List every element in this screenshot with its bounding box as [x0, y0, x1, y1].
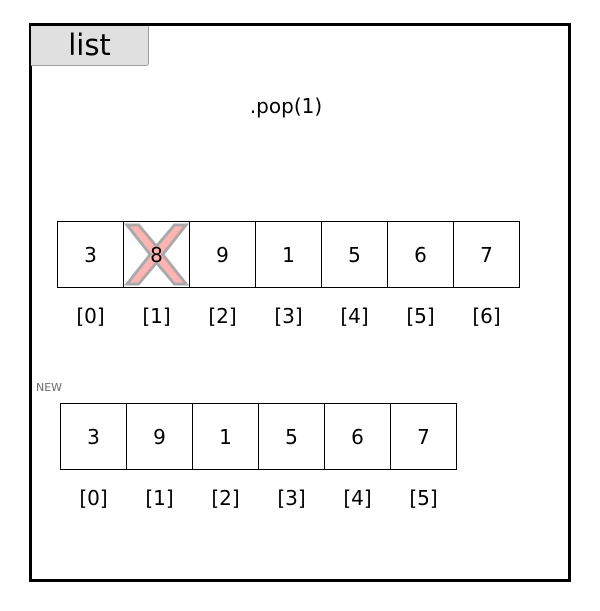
list-cell: 6	[387, 221, 454, 288]
index-label: [6]	[472, 304, 501, 328]
index-label: [5]	[409, 486, 438, 510]
list-cell: 7	[453, 221, 520, 288]
index-label: [5]	[406, 304, 435, 328]
tab-list: list	[31, 26, 149, 66]
operation-label: .pop(1)	[249, 94, 323, 118]
list-cell: 6	[324, 403, 391, 470]
index-label: [3]	[277, 486, 306, 510]
index-label: [0]	[76, 304, 105, 328]
list-cell: 1	[192, 403, 259, 470]
cross-mark-icon	[124, 223, 189, 286]
diagram-frame	[29, 23, 571, 582]
result-indices: [0] [1] [2] [3] [4] [5]	[60, 486, 457, 510]
list-cell: 9	[126, 403, 193, 470]
index-label: [1]	[145, 486, 174, 510]
result-list: 3 9 1 5 6 7	[60, 403, 457, 470]
index-label: [0]	[79, 486, 108, 510]
new-label: NEW	[36, 381, 63, 394]
list-cell: 7	[390, 403, 457, 470]
list-cell: 9	[189, 221, 256, 288]
original-indices: [0] [1] [2] [3] [4] [5] [6]	[57, 304, 520, 328]
list-cell: 3	[57, 221, 124, 288]
tab-label: list	[68, 28, 111, 62]
index-label: [3]	[274, 304, 303, 328]
index-label: [2]	[211, 486, 240, 510]
list-cell: 5	[258, 403, 325, 470]
index-label: [4]	[343, 486, 372, 510]
list-cell: 3	[60, 403, 127, 470]
index-label: [4]	[340, 304, 369, 328]
original-list: 3 8 9 1 5 6 7	[57, 221, 520, 288]
list-cell-removed: 8	[123, 221, 190, 288]
index-label: [2]	[208, 304, 237, 328]
list-cell: 1	[255, 221, 322, 288]
list-cell: 5	[321, 221, 388, 288]
index-label: [1]	[142, 304, 171, 328]
